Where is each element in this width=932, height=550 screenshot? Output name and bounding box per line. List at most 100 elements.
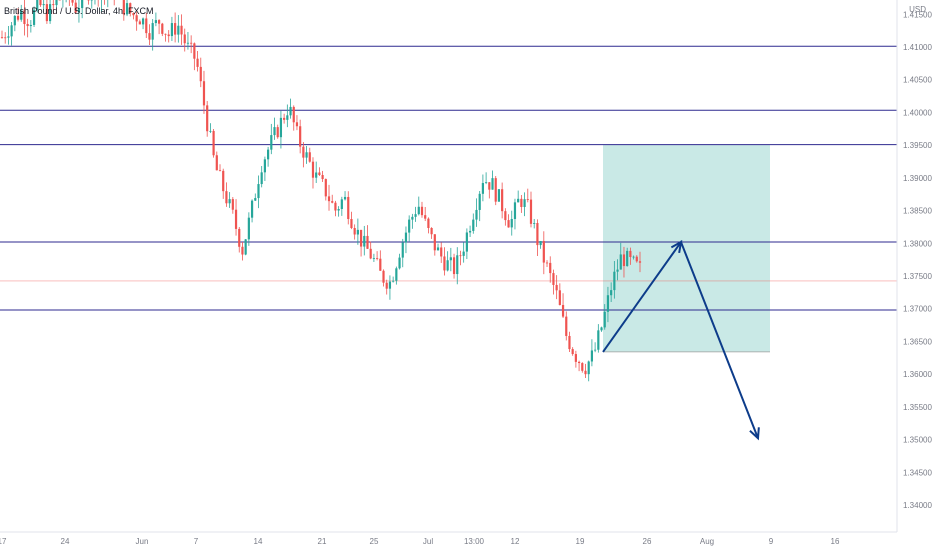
candle-body xyxy=(555,284,558,291)
candle-body xyxy=(276,127,279,138)
time-tick-label: 17 xyxy=(0,537,7,546)
target-zone[interactable] xyxy=(603,144,770,352)
price-tick-label: 1.38500 xyxy=(903,207,932,216)
arrow-head xyxy=(749,427,760,441)
candle-body xyxy=(488,182,491,190)
candle-body xyxy=(613,271,616,291)
price-tick-label: 1.37500 xyxy=(903,272,932,281)
candle-body xyxy=(327,196,331,202)
candle-body xyxy=(501,189,504,212)
candle-body xyxy=(132,13,135,16)
candle-body xyxy=(565,316,568,336)
candle-body xyxy=(619,254,622,270)
horizontal-levels[interactable]: 1.410111.400331.395081.380191.369811.395… xyxy=(0,40,932,373)
candle-body xyxy=(433,234,436,251)
candle-body xyxy=(347,196,350,220)
candle-body xyxy=(504,211,507,221)
candle-body xyxy=(13,15,16,26)
candle-body xyxy=(401,242,404,258)
candle-body xyxy=(190,42,193,44)
candle-body xyxy=(283,117,286,120)
candle-body xyxy=(292,106,295,123)
candle-body xyxy=(359,229,363,247)
candle-body xyxy=(154,20,157,24)
candle-body xyxy=(0,37,4,38)
candle-body xyxy=(286,115,289,120)
candle-body xyxy=(174,23,177,35)
candle-body xyxy=(7,36,10,38)
candle-body xyxy=(398,257,401,269)
candle-body xyxy=(526,199,529,200)
candle-body xyxy=(157,20,161,24)
candle-body xyxy=(16,15,20,20)
time-axis[interactable]: 17 24 Jun 7 14 21 25 Jul 13:00 12 19 26 Aug 9 16 xyxy=(0,531,897,546)
candle-body xyxy=(29,24,32,27)
price-tick-label: 1.35500 xyxy=(903,403,932,412)
candle-body xyxy=(446,260,449,271)
candle-body xyxy=(164,33,167,35)
price-axis[interactable]: 1.34000 1.34500 1.35000 1.35500 1.36000 1.365… xyxy=(896,0,932,532)
candle-body xyxy=(311,161,315,178)
candle-body xyxy=(638,261,642,263)
candle-body xyxy=(138,21,141,25)
candle-body xyxy=(523,199,526,207)
candle-body xyxy=(408,219,411,233)
time-tick-label: Aug xyxy=(700,537,714,546)
candle-body xyxy=(81,0,84,9)
price-tick-label: 1.39500 xyxy=(903,141,932,150)
candle-body xyxy=(77,8,81,13)
candle-body xyxy=(475,209,478,220)
candle-body xyxy=(225,191,228,204)
candle-body xyxy=(315,172,318,178)
candle-body xyxy=(20,10,23,20)
candle-body xyxy=(632,256,635,258)
candle-body xyxy=(485,182,488,184)
candle-body xyxy=(353,228,356,235)
candle-body xyxy=(167,34,170,37)
candle-body xyxy=(395,268,398,281)
candle-body xyxy=(161,23,164,34)
price-tick-label: 1.41000 xyxy=(903,43,932,52)
candle-body xyxy=(52,4,55,6)
time-tick-label: Jun xyxy=(136,537,149,546)
price-tick-label: 1.36000 xyxy=(903,370,932,379)
candle-body xyxy=(417,206,420,215)
candle-body xyxy=(42,4,45,6)
candle-body xyxy=(324,179,327,197)
candle-body xyxy=(542,241,545,263)
candle-body xyxy=(10,25,13,37)
candle-body xyxy=(574,354,577,362)
candle-body xyxy=(366,235,369,249)
candle-body xyxy=(465,232,468,252)
candle-body xyxy=(337,208,340,211)
candle-body xyxy=(273,127,276,136)
candle-body xyxy=(597,330,600,350)
time-tick-label: 24 xyxy=(61,537,70,546)
currency-label: USD xyxy=(909,5,926,14)
candle-body xyxy=(449,257,452,261)
candle-body xyxy=(74,2,77,13)
candle-body xyxy=(260,172,263,185)
candle-body xyxy=(289,106,292,116)
candle-body xyxy=(257,184,260,199)
projection-arrow[interactable] xyxy=(602,239,760,441)
candle-body xyxy=(606,295,610,312)
candle-body xyxy=(308,152,311,162)
candle-body xyxy=(218,170,222,172)
candle-body xyxy=(209,130,212,132)
candle-body xyxy=(279,117,283,138)
candle-body xyxy=(318,172,321,175)
candle-body xyxy=(129,3,132,14)
arrow-head xyxy=(670,240,683,254)
candle-body xyxy=(193,43,196,59)
candle-body xyxy=(148,33,151,40)
candle-body xyxy=(392,280,395,282)
candle-body xyxy=(590,350,594,362)
candle-body xyxy=(443,256,446,271)
candle-body xyxy=(549,262,552,274)
candle-body xyxy=(321,174,324,180)
candle-body xyxy=(472,219,475,231)
candlesticks xyxy=(0,0,642,382)
candle-body xyxy=(36,0,39,10)
